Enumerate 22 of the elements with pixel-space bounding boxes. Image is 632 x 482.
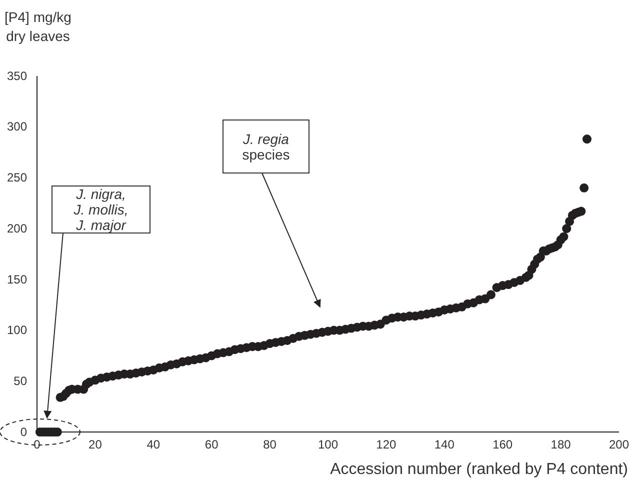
x-tick-label: 80 [263,438,277,452]
x-tick-label: 140 [434,438,455,452]
x-tick-label: 100 [318,438,338,452]
x-tick-label: 180 [550,438,572,452]
y-tick-label: 200 [6,221,28,236]
y-tick-label: 300 [6,120,28,134]
x-tick-label: 200 [608,438,630,452]
y-tick-label: 350 [6,68,28,83]
y-tick-label: 150 [6,272,28,286]
x-axis-title: Accession number (ranked by P4 content) [330,461,628,478]
annotation: J. nigra, J. mollis, J. major [72,186,128,233]
annotation: J. regia species [242,130,290,162]
y-tick-label: 0 [20,424,28,439]
x-tick-label: 160 [492,438,513,452]
y-tick-label: 250 [6,170,28,185]
x-tick-label: 40 [146,438,160,452]
y-tick-label: 50 [14,374,28,388]
x-tick-label: 60 [204,438,219,452]
x-tick-label: 120 [376,438,397,452]
y-axis-title: [P4] mg/kg dry leaves [4,9,72,44]
y-tick-label: 100 [6,323,28,338]
x-tick-label: 20 [88,438,102,452]
